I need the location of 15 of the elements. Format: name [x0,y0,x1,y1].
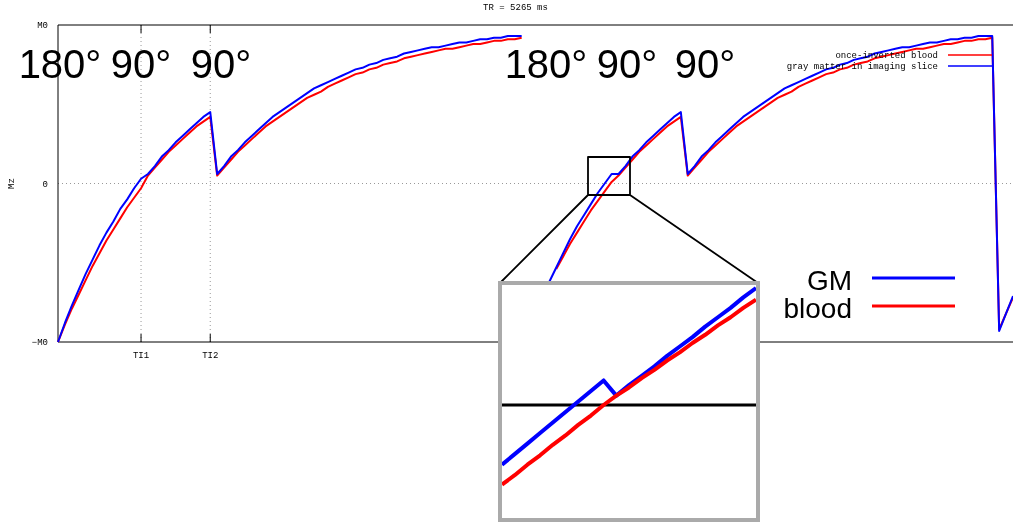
x-tick-label: TI1 [132,351,150,361]
annotation: 180° [504,42,588,86]
x-tick-label: TI2 [202,351,219,361]
annotation: 90° [110,42,172,86]
y-axis-title: Mz [7,178,17,189]
chart-title: TR = 5265 ms [483,3,548,13]
legend-label: GM [806,265,852,296]
annotation: 90° [674,42,736,86]
ref-line-label: 0 [42,179,48,190]
text: −M0 [31,338,48,348]
annotation: 180° [18,42,102,86]
text: M0 [37,21,48,31]
annotation: 90° [596,42,658,86]
annotation: 90° [190,42,252,86]
legend-label: blood [783,293,852,324]
